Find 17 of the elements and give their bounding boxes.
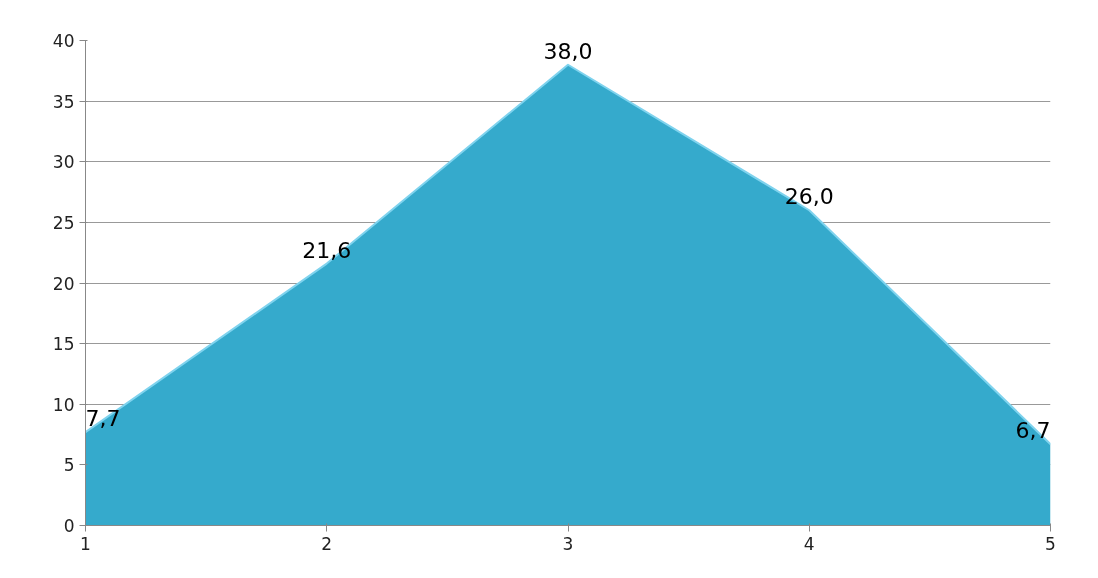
y-tick-label: 15 [52, 334, 75, 355]
x-tick-label: 1 [80, 533, 91, 554]
x-tick-label: 3 [562, 533, 574, 554]
y-tick-label: 5 [63, 455, 75, 476]
data-label: 26,0 [784, 184, 834, 210]
data-label: 7,7 [85, 406, 121, 432]
x-tick-label: 2 [321, 533, 333, 554]
x-tick-label: 5 [1045, 533, 1056, 554]
y-tick-label: 20 [52, 273, 75, 294]
y-tick-label: 25 [52, 212, 75, 233]
x-tick-label: 4 [803, 533, 815, 554]
y-tick-label: 40 [52, 31, 75, 51]
y-tick-label: 0 [63, 516, 75, 536]
y-tick-label: 10 [52, 394, 75, 415]
data-label: 38,0 [543, 38, 593, 64]
y-tick-label: 30 [52, 152, 75, 173]
y-tick-label: 35 [52, 91, 75, 112]
